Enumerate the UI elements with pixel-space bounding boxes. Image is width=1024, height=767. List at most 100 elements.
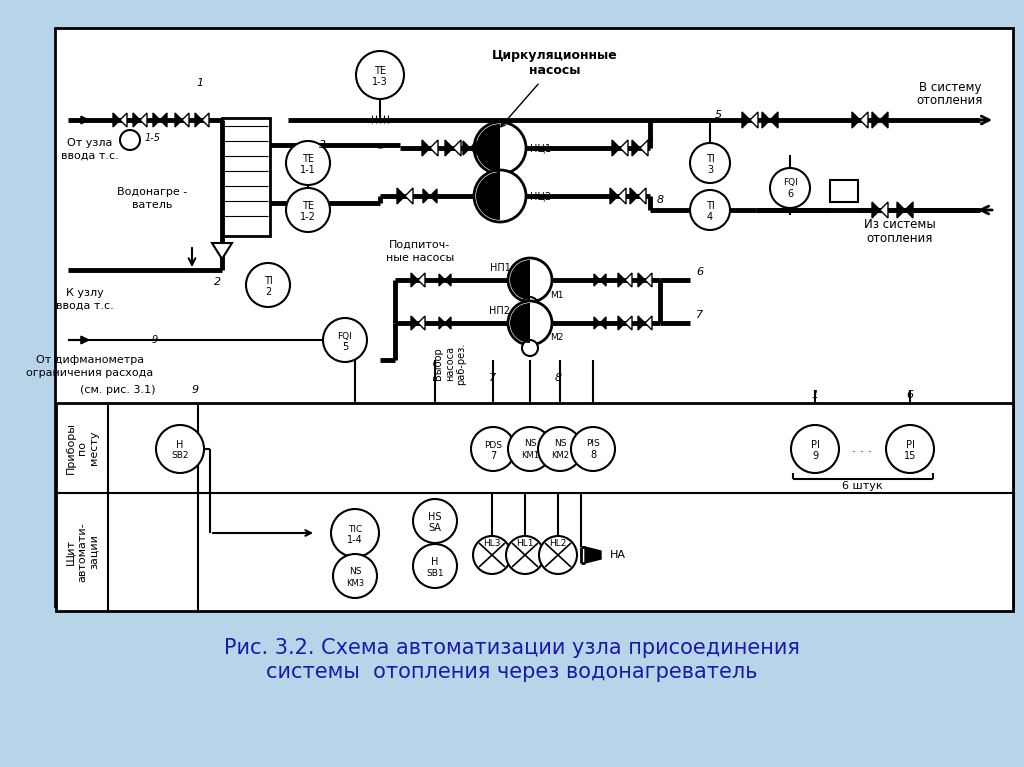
Text: FQI: FQI — [338, 331, 352, 341]
Text: 1-5: 1-5 — [145, 133, 161, 143]
Text: отопления: отопления — [916, 94, 983, 107]
Polygon shape — [445, 317, 451, 329]
Polygon shape — [202, 113, 209, 127]
Circle shape — [508, 301, 552, 345]
Polygon shape — [600, 274, 606, 286]
Text: 4: 4 — [707, 212, 713, 222]
Polygon shape — [594, 274, 600, 286]
Polygon shape — [625, 273, 632, 287]
Polygon shape — [195, 113, 202, 127]
Text: ввода т.с.: ввода т.с. — [56, 301, 114, 311]
Circle shape — [474, 122, 526, 174]
Polygon shape — [872, 202, 880, 218]
Text: KM3: KM3 — [346, 578, 365, 588]
Text: В систему: В систему — [919, 81, 981, 94]
Text: 1-2: 1-2 — [300, 212, 316, 222]
Polygon shape — [638, 188, 646, 204]
Polygon shape — [133, 113, 140, 127]
Polygon shape — [618, 188, 626, 204]
Circle shape — [286, 188, 330, 232]
Polygon shape — [411, 273, 418, 287]
Text: Выбор
насоса
раб-рез.: Выбор насоса раб-рез. — [433, 343, 467, 385]
Text: От дифманометра: От дифманометра — [36, 355, 144, 365]
Text: Из системы: Из системы — [864, 219, 936, 232]
Polygon shape — [212, 243, 232, 259]
Polygon shape — [423, 189, 430, 203]
Text: 7: 7 — [489, 451, 496, 461]
Circle shape — [538, 427, 582, 471]
Circle shape — [508, 427, 552, 471]
Text: НЦ2: НЦ2 — [530, 191, 551, 201]
Circle shape — [413, 499, 457, 543]
Polygon shape — [445, 140, 453, 156]
Text: HL2: HL2 — [549, 538, 566, 548]
Circle shape — [770, 168, 810, 208]
Text: (см. рис. 3.1): (см. рис. 3.1) — [80, 385, 156, 395]
Text: FQI: FQI — [782, 179, 798, 187]
Polygon shape — [411, 316, 418, 330]
Polygon shape — [430, 140, 438, 156]
Text: PDS: PDS — [484, 440, 502, 449]
Text: KM1: KM1 — [521, 450, 539, 459]
Text: НП2: НП2 — [489, 306, 511, 316]
Text: 9: 9 — [812, 451, 818, 461]
Polygon shape — [742, 112, 750, 128]
Text: SB1: SB1 — [426, 568, 443, 578]
Text: отопления: отопления — [866, 232, 933, 245]
Text: PI: PI — [905, 440, 914, 450]
Polygon shape — [585, 547, 601, 563]
Text: 6 штук: 6 штук — [842, 481, 883, 491]
Circle shape — [571, 427, 615, 471]
Polygon shape — [852, 112, 860, 128]
Text: KM2: KM2 — [551, 450, 569, 459]
Text: ввода т.с.: ввода т.с. — [61, 151, 119, 161]
Text: 3: 3 — [707, 165, 713, 175]
Polygon shape — [905, 202, 913, 218]
Polygon shape — [397, 188, 406, 204]
Circle shape — [690, 190, 730, 230]
Text: 8: 8 — [656, 195, 664, 205]
Text: ТЕ: ТЕ — [302, 154, 314, 164]
Text: ТЕ: ТЕ — [302, 201, 314, 211]
Text: От узла: От узла — [68, 138, 113, 148]
Circle shape — [471, 427, 515, 471]
Circle shape — [331, 509, 379, 557]
Polygon shape — [153, 113, 160, 127]
Text: 2: 2 — [265, 287, 271, 297]
Text: NS: NS — [523, 439, 537, 449]
Polygon shape — [638, 273, 645, 287]
Circle shape — [246, 263, 290, 307]
Polygon shape — [120, 113, 127, 127]
Text: 1-1: 1-1 — [300, 165, 315, 175]
Polygon shape — [445, 274, 451, 286]
Text: ограничения расхода: ограничения расхода — [27, 368, 154, 378]
Text: 7: 7 — [489, 373, 497, 383]
Text: 1: 1 — [811, 390, 818, 400]
Circle shape — [356, 51, 404, 99]
Text: 6: 6 — [906, 390, 913, 400]
Text: 4: 4 — [646, 135, 653, 145]
Polygon shape — [418, 273, 425, 287]
Text: H: H — [176, 440, 183, 450]
Circle shape — [473, 536, 511, 574]
Text: 8: 8 — [590, 450, 596, 460]
Text: ТЕ: ТЕ — [374, 66, 386, 76]
Bar — [222, 118, 270, 236]
Text: Приборы
по
месту: Приборы по месту — [66, 422, 98, 474]
Text: ные насосы: ные насосы — [386, 253, 454, 263]
Wedge shape — [510, 303, 530, 343]
Text: M2: M2 — [550, 334, 563, 343]
Polygon shape — [750, 112, 758, 128]
Text: 1-3: 1-3 — [372, 77, 388, 87]
Circle shape — [506, 536, 544, 574]
Text: 1-4: 1-4 — [347, 535, 362, 545]
Polygon shape — [439, 317, 445, 329]
Text: 1: 1 — [197, 78, 204, 88]
Text: Циркуляционные: Циркуляционные — [493, 50, 617, 62]
Circle shape — [333, 554, 377, 598]
Polygon shape — [470, 141, 477, 155]
Polygon shape — [645, 316, 652, 330]
Polygon shape — [880, 112, 888, 128]
Polygon shape — [632, 140, 640, 156]
Text: 6: 6 — [696, 267, 703, 277]
